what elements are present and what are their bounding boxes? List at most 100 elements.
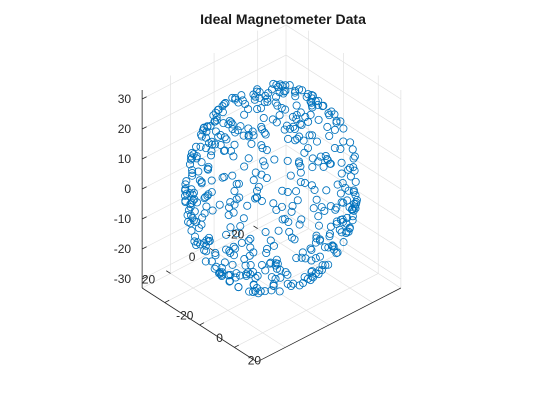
scatter-point xyxy=(218,173,227,182)
scatter-point xyxy=(318,261,327,270)
scatter-point xyxy=(323,122,332,131)
tick-labels: -30 -20 -10 0 10 20 30 -20 0 20 -20 0 20 xyxy=(114,92,262,367)
scatter-point xyxy=(186,155,195,164)
scatter-point xyxy=(202,127,211,136)
scatter-point xyxy=(308,91,317,100)
scatter-point xyxy=(263,94,272,103)
grid-line xyxy=(285,114,402,190)
scatter-point xyxy=(296,162,305,171)
scatter-point xyxy=(197,132,206,141)
scatter-point xyxy=(325,111,334,120)
scatter-point xyxy=(308,163,317,172)
scatter-point xyxy=(314,115,323,124)
y-axis-line xyxy=(256,287,402,363)
scatter-point xyxy=(200,209,209,218)
scatter-point xyxy=(202,247,211,256)
scatter-point xyxy=(333,248,342,257)
grid-line xyxy=(257,228,373,303)
tick-mark xyxy=(234,344,239,348)
scatter-point xyxy=(189,150,198,159)
scatter-point xyxy=(281,81,290,90)
scatter-point xyxy=(226,276,235,285)
scatter-point xyxy=(252,87,261,96)
scatter-point xyxy=(324,243,333,252)
scatter-point xyxy=(243,268,252,277)
scatter-point xyxy=(346,138,355,147)
scatter-point xyxy=(293,196,302,205)
scatter-point xyxy=(239,131,248,140)
y-tick-label: -20 xyxy=(227,228,245,242)
scatter-point xyxy=(303,274,312,283)
scatter-point xyxy=(337,158,346,167)
scatter-point xyxy=(182,177,191,186)
scatter-point xyxy=(292,254,301,263)
scatter-point xyxy=(182,189,191,198)
scatter-point xyxy=(296,178,305,187)
scatter-point xyxy=(249,176,258,185)
scatter-point xyxy=(261,130,270,139)
z-tick-label: -20 xyxy=(114,242,132,256)
scatter-point xyxy=(283,270,292,279)
scatter-point xyxy=(257,104,266,113)
scatter-point xyxy=(212,113,221,122)
scatter-point xyxy=(283,188,292,197)
scatter-point xyxy=(259,157,268,166)
scatter-point xyxy=(225,277,234,286)
scatter-point xyxy=(283,156,292,165)
tick-mark xyxy=(141,126,147,130)
scatter-point xyxy=(339,238,348,247)
scatter-point xyxy=(208,140,217,149)
scatter-point xyxy=(202,236,211,245)
scatter-point xyxy=(272,205,281,215)
scatter-point xyxy=(242,270,251,279)
scatter-point xyxy=(188,171,197,180)
scatter-point xyxy=(343,213,352,222)
z-tick-label: 30 xyxy=(118,92,132,106)
scatter-point xyxy=(232,179,241,189)
scatter-point xyxy=(272,118,281,127)
scatter-point xyxy=(225,116,234,126)
scatter-point xyxy=(272,264,281,273)
scatter-point xyxy=(271,261,280,270)
scatter-point xyxy=(321,151,330,161)
scatter-point xyxy=(301,254,310,263)
scatter-point xyxy=(187,166,197,175)
scatter-point xyxy=(253,271,262,280)
scatter-point xyxy=(195,176,204,185)
scatter-point xyxy=(230,187,239,196)
scatter-point xyxy=(349,154,358,163)
scatter-point xyxy=(187,154,197,163)
scatter-point xyxy=(287,207,296,216)
scatter-point xyxy=(244,236,253,245)
scatter-point xyxy=(204,237,213,246)
tick-mark xyxy=(199,322,205,326)
scatter-point xyxy=(246,243,255,252)
scatter-point xyxy=(297,121,306,130)
scatter-point xyxy=(307,101,316,110)
scatter-point xyxy=(220,100,229,109)
scatter-point xyxy=(339,198,348,207)
scatter-point xyxy=(270,155,279,164)
grid-lines xyxy=(141,16,402,348)
scatter-point xyxy=(188,169,197,178)
grid-line xyxy=(285,204,402,280)
scatter-point xyxy=(236,222,245,231)
x-tick-label: 0 xyxy=(216,331,223,345)
scatter-point xyxy=(307,268,316,277)
scatter-point xyxy=(296,168,305,177)
scatter-point xyxy=(211,248,220,257)
scatter-point xyxy=(237,91,246,100)
scatter-point xyxy=(291,92,300,101)
scatter-point xyxy=(197,158,206,167)
scatter-point xyxy=(310,185,319,194)
z-tick-label: -30 xyxy=(114,272,132,286)
scatter-point xyxy=(287,233,296,242)
scatter-point xyxy=(185,160,195,169)
scatter-point xyxy=(210,117,219,126)
scatter-point xyxy=(308,267,317,276)
scatter-point xyxy=(262,145,271,155)
scatter-point xyxy=(241,261,250,270)
scatter-point xyxy=(274,226,283,235)
scatter-point xyxy=(282,121,291,130)
scatter-point xyxy=(292,115,301,124)
